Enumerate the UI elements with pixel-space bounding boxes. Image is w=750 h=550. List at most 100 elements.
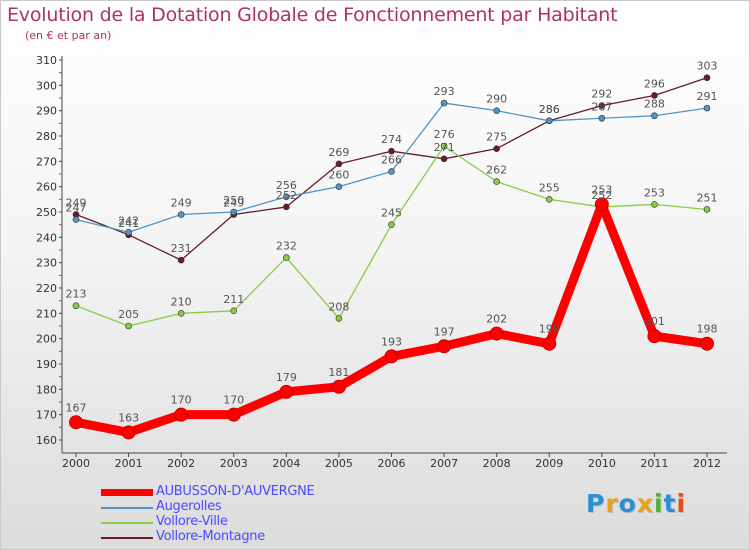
- proxiti-logo: Proxiti: [586, 489, 686, 518]
- data-point: [230, 208, 238, 216]
- data-point: [598, 114, 606, 122]
- y-tick-label: 230: [36, 257, 57, 270]
- data-label: 251: [697, 191, 718, 204]
- data-point: [279, 384, 294, 399]
- data-point: [283, 203, 290, 211]
- data-point: [440, 142, 448, 150]
- data-point: [335, 315, 343, 322]
- legend-swatch: [101, 522, 153, 524]
- data-point: [125, 322, 132, 330]
- data-label: 241: [118, 217, 139, 230]
- data-point: [388, 168, 395, 175]
- data-label: 262: [486, 164, 507, 177]
- data-label: 242: [118, 214, 139, 227]
- y-tick-label: 180: [36, 383, 57, 396]
- data-point: [388, 147, 395, 155]
- data-point: [437, 339, 452, 354]
- data-label: 287: [591, 100, 612, 113]
- data-label: 245: [381, 207, 402, 220]
- y-tick-label: 260: [36, 181, 57, 194]
- data-point: [331, 379, 346, 394]
- data-point: [177, 310, 185, 317]
- logo-letter: i: [676, 489, 687, 518]
- y-tick-label: 270: [36, 155, 57, 168]
- data-point: [384, 349, 399, 364]
- data-point: [177, 256, 185, 264]
- data-label: 276: [434, 128, 455, 141]
- data-point: [647, 329, 662, 344]
- data-label: 252: [591, 189, 612, 202]
- data-point: [72, 302, 80, 310]
- y-tick-label: 250: [36, 206, 57, 219]
- data-label: 274: [381, 133, 402, 146]
- data-point: [283, 254, 290, 261]
- data-label: 266: [381, 153, 402, 166]
- legend-label: Vollore-Montagne: [156, 529, 265, 544]
- data-label: 179: [276, 371, 297, 384]
- x-tick-label: 2008: [483, 457, 511, 470]
- legend-item: AUBUSSON-D'AUVERGNE: [101, 484, 401, 500]
- x-tick-label: 2006: [378, 457, 406, 470]
- data-label: 232: [276, 240, 297, 253]
- data-label: 288: [644, 98, 665, 111]
- x-tick-label: 2000: [62, 457, 90, 470]
- x-tick-label: 2004: [272, 457, 300, 470]
- y-tick-label: 160: [36, 434, 57, 447]
- y-tick-label: 190: [36, 358, 57, 371]
- data-point: [542, 336, 557, 351]
- x-tick-label: 2003: [220, 457, 248, 470]
- y-tick-label: 220: [36, 282, 57, 295]
- data-label: 269: [328, 146, 349, 159]
- legend-item: Vollore-Ville: [101, 514, 401, 530]
- data-label: 253: [644, 186, 665, 199]
- data-point: [335, 160, 343, 168]
- data-point: [598, 102, 606, 109]
- data-point: [493, 145, 500, 152]
- data-label: 247: [66, 202, 87, 215]
- data-point: [440, 155, 448, 163]
- data-label: 250: [223, 194, 244, 207]
- data-point: [703, 206, 711, 213]
- legend-swatch: [101, 537, 153, 539]
- data-label: 293: [434, 85, 455, 98]
- data-label: 211: [223, 293, 244, 306]
- logo-letter: i: [654, 489, 664, 518]
- data-point: [703, 74, 711, 82]
- data-point: [226, 407, 241, 422]
- data-label: 249: [66, 197, 87, 210]
- data-point: [489, 326, 504, 341]
- data-label: 202: [486, 313, 507, 326]
- legend-swatch: [101, 507, 153, 509]
- legend-label: Vollore-Ville: [156, 514, 228, 529]
- legend-swatch: [101, 489, 153, 496]
- x-tick-label: 2002: [167, 457, 195, 470]
- y-tick-label: 290: [36, 105, 57, 118]
- data-label: 198: [539, 323, 560, 336]
- data-point: [594, 197, 609, 212]
- y-tick-label: 210: [36, 307, 57, 320]
- data-point: [125, 228, 132, 236]
- data-point: [651, 201, 658, 208]
- y-tick-label: 300: [36, 79, 57, 92]
- data-label: 167: [66, 401, 87, 414]
- data-label: 208: [328, 300, 349, 313]
- data-label: 170: [171, 394, 192, 407]
- x-tick-label: 2007: [430, 457, 458, 470]
- y-tick-label: 310: [36, 54, 57, 67]
- x-tick-label: 2001: [115, 457, 143, 470]
- data-label: 249: [223, 197, 244, 210]
- data-label: 231: [171, 242, 192, 255]
- data-label: 253: [591, 183, 612, 196]
- data-point: [174, 407, 189, 422]
- data-label: 271: [434, 141, 455, 154]
- data-label: 292: [591, 88, 612, 101]
- data-point: [545, 117, 553, 125]
- data-label: 201: [644, 315, 665, 328]
- y-tick-label: 280: [36, 130, 57, 143]
- y-tick-label: 240: [36, 231, 57, 244]
- data-label: 291: [697, 90, 718, 103]
- data-label: 260: [328, 169, 349, 182]
- y-tick-label: 200: [36, 333, 57, 346]
- data-point: [493, 178, 500, 185]
- data-label: 275: [486, 131, 507, 144]
